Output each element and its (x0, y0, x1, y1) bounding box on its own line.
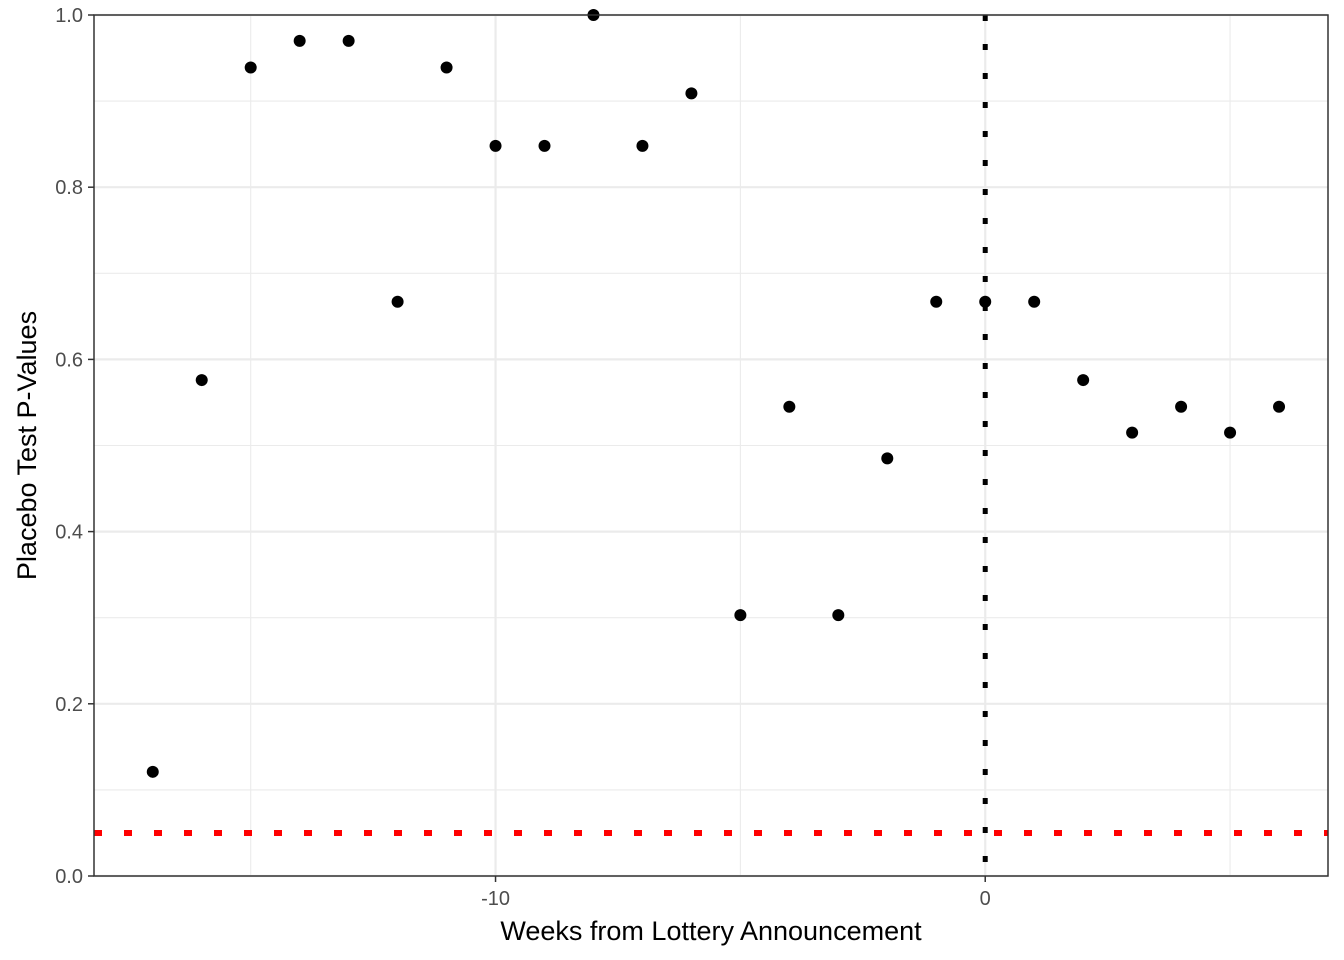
data-point (146, 765, 159, 778)
y-tick-label: 0.0 (55, 866, 83, 888)
x-axis-title: Weeks from Lottery Announcement (500, 916, 922, 946)
axes: -10 0 0.0 0.2 0.4 0.6 0.8 1.0 (55, 5, 991, 910)
y-tick-label: 0.4 (55, 522, 83, 544)
data-point (391, 295, 404, 308)
data-point (979, 295, 992, 308)
data-point (1224, 426, 1237, 439)
data-point (832, 609, 845, 622)
data-point (195, 374, 208, 387)
data-point (1175, 400, 1188, 413)
panel-border (93, 14, 1329, 877)
data-point (881, 452, 894, 465)
data-point (440, 61, 453, 74)
data-points (146, 9, 1286, 778)
y-axis-title: Placebo Test P-Values (12, 311, 42, 580)
y-tick-label: 0.2 (55, 694, 83, 716)
data-point (783, 400, 796, 413)
y-tick-label: 0.8 (55, 177, 83, 199)
data-point (1273, 400, 1286, 413)
data-point (342, 34, 355, 47)
data-point (244, 61, 257, 74)
y-tick-label: 0.6 (55, 349, 83, 371)
y-tick-label: 1.0 (55, 5, 83, 27)
data-point (1028, 295, 1041, 308)
data-point (489, 139, 502, 152)
grid-layer (94, 13, 1328, 878)
data-point (538, 139, 551, 152)
data-point (1126, 426, 1139, 439)
x-tick-label: 0 (980, 888, 991, 910)
data-point (930, 295, 943, 308)
data-point (685, 87, 698, 100)
data-point (1077, 374, 1090, 387)
data-point (293, 34, 306, 47)
data-point (734, 609, 747, 622)
data-point (636, 139, 649, 152)
x-tick-label: -10 (481, 888, 510, 910)
